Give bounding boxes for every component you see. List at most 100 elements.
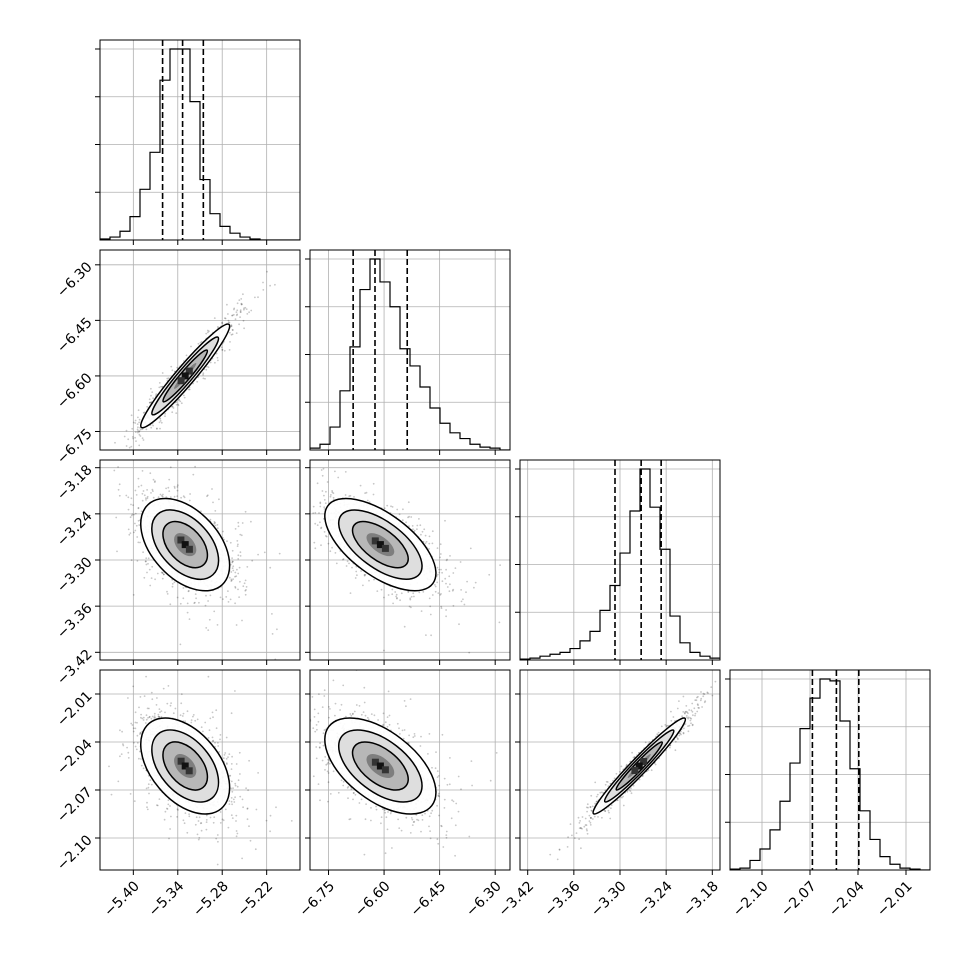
sample-point <box>271 613 273 615</box>
sample-point <box>420 610 423 612</box>
sample-point <box>156 804 159 807</box>
sample-point <box>146 489 149 491</box>
sample-point <box>138 757 140 760</box>
sample-point <box>161 494 163 497</box>
sample-point <box>134 489 137 492</box>
density-panel-0-1 <box>95 270 276 483</box>
density-cell <box>177 377 185 385</box>
sample-point <box>142 767 145 770</box>
sample-point <box>145 563 148 566</box>
sample-point <box>116 550 118 553</box>
sample-point <box>128 446 131 449</box>
sample-point <box>431 530 434 533</box>
sample-point <box>216 524 219 526</box>
sample-point <box>221 349 224 351</box>
sample-point <box>269 814 272 817</box>
sample-point <box>166 807 168 810</box>
sample-point <box>231 557 234 559</box>
sample-point <box>410 516 413 518</box>
sample-point <box>440 593 442 595</box>
sample-point <box>232 798 235 801</box>
sample-point <box>319 521 321 524</box>
sample-point <box>137 477 140 480</box>
sample-point <box>244 589 247 592</box>
sample-point <box>246 313 249 315</box>
sample-point <box>164 415 166 418</box>
sample-point <box>301 474 303 476</box>
sample-point <box>239 555 242 557</box>
sample-point <box>234 318 237 321</box>
sample-point <box>473 586 475 589</box>
sample-point <box>134 711 137 714</box>
sample-point <box>236 313 239 316</box>
sample-point <box>280 489 282 491</box>
sample-point <box>337 476 340 479</box>
sample-point <box>213 610 216 613</box>
sample-point <box>145 714 148 717</box>
sample-point <box>209 717 212 720</box>
sample-point <box>423 528 426 531</box>
sample-point <box>349 494 352 497</box>
sample-point <box>245 787 248 790</box>
sample-point <box>321 490 324 492</box>
sample-point <box>302 470 304 472</box>
sample-point <box>400 592 403 595</box>
sample-point <box>107 453 109 455</box>
sample-point <box>180 402 183 405</box>
sample-point <box>150 394 152 397</box>
sample-point <box>161 577 164 580</box>
sample-point <box>303 521 305 523</box>
sample-point <box>356 574 358 577</box>
sample-point <box>209 594 212 597</box>
sample-point <box>359 484 362 487</box>
sample-point <box>248 311 251 314</box>
sample-point <box>163 617 165 619</box>
sample-point <box>146 801 148 804</box>
sample-point <box>236 568 238 571</box>
sample-point <box>132 421 135 424</box>
sample-point <box>170 365 173 368</box>
sample-point <box>243 327 246 330</box>
sample-point <box>175 412 178 414</box>
sample-point <box>248 825 250 828</box>
sample-point <box>449 583 451 586</box>
sample-point <box>425 634 427 636</box>
sample-point <box>148 716 151 719</box>
sample-point <box>231 329 234 331</box>
sample-point <box>141 492 144 495</box>
sample-point <box>137 431 139 434</box>
sample-point <box>234 585 237 588</box>
sample-point <box>424 542 427 545</box>
sample-point <box>224 317 227 320</box>
sample-point <box>412 528 414 531</box>
sample-point <box>173 495 176 498</box>
sample-point <box>188 388 191 391</box>
sample-point <box>146 806 148 809</box>
sample-point <box>219 734 222 736</box>
sample-point <box>160 710 163 712</box>
sample-point <box>320 469 323 471</box>
sample-point <box>231 803 234 806</box>
sample-point <box>180 496 183 499</box>
sample-point <box>147 783 150 786</box>
sample-point <box>376 590 379 592</box>
sample-point <box>366 499 369 502</box>
sample-point <box>231 560 234 563</box>
sample-point <box>136 560 139 562</box>
sample-point <box>216 624 219 626</box>
sample-point <box>134 512 137 515</box>
sample-point <box>156 804 158 807</box>
sample-point <box>125 445 128 447</box>
sample-point <box>197 376 200 379</box>
sample-point <box>138 444 141 447</box>
sample-point <box>95 481 97 483</box>
sample-point <box>330 494 332 496</box>
sample-point <box>439 594 442 596</box>
sample-point <box>325 451 327 453</box>
sample-point <box>138 524 141 526</box>
sample-point <box>212 821 215 824</box>
sample-point <box>448 590 451 593</box>
sample-point <box>194 465 197 468</box>
sample-point <box>198 601 200 604</box>
sample-point <box>215 352 218 355</box>
